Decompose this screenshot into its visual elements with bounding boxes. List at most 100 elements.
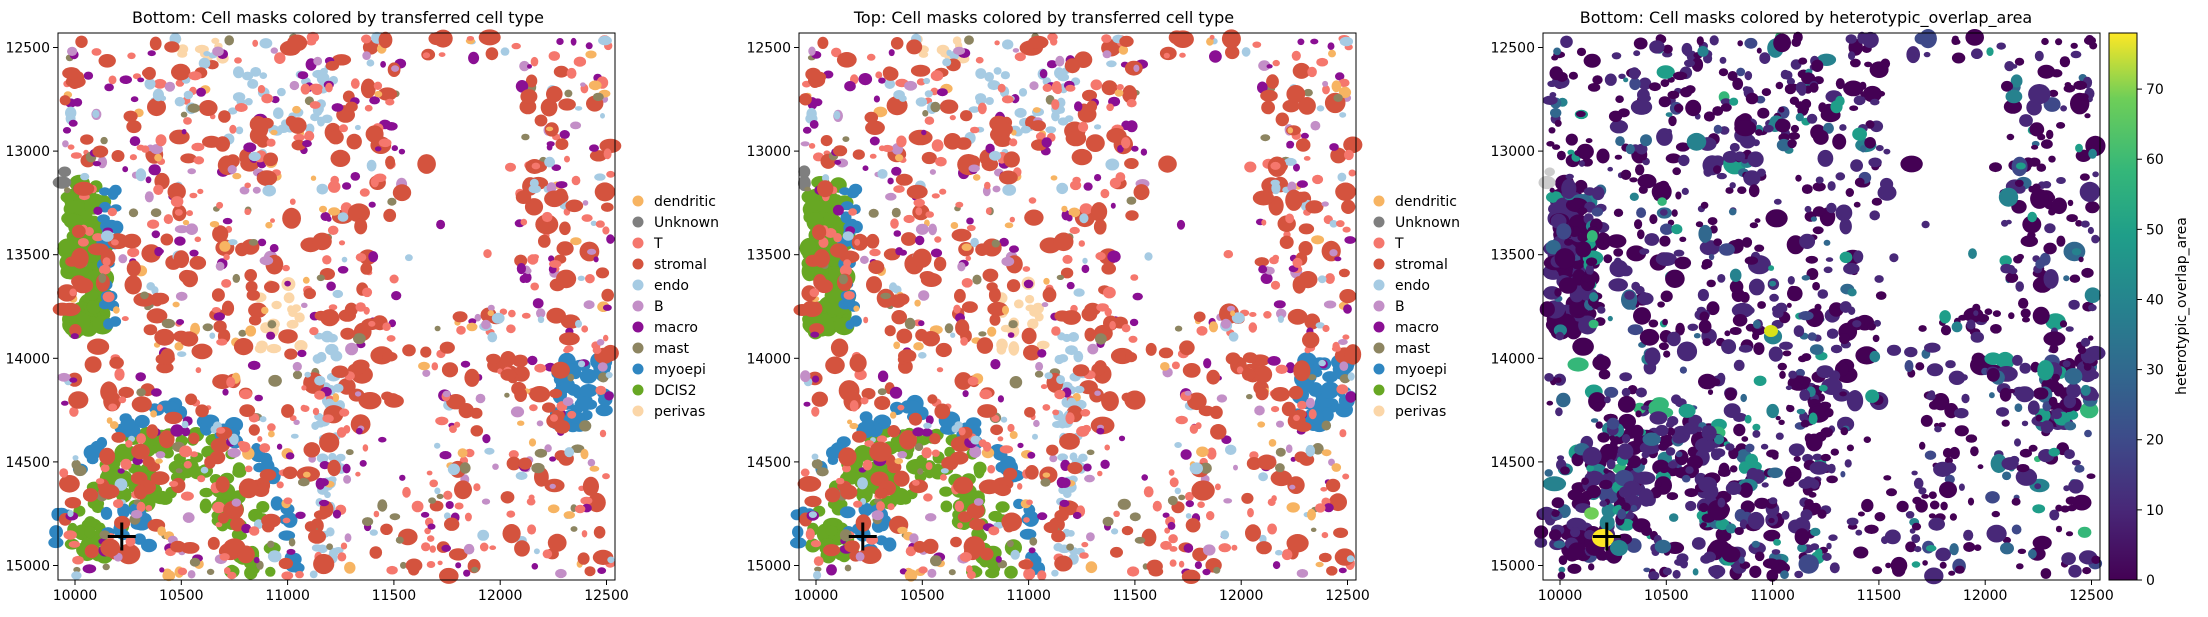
- cell-mask: [180, 491, 194, 501]
- cell-mask: [99, 447, 116, 465]
- cell-mask: [966, 217, 974, 225]
- cell-mask: [1768, 497, 1778, 505]
- cell-mask: [439, 451, 452, 460]
- cell-mask: [1623, 77, 1629, 83]
- cell-mask: [603, 148, 612, 160]
- cell-mask: [1846, 444, 1854, 452]
- cell-mask: [1771, 452, 1779, 460]
- cell-mask: [1589, 292, 1599, 302]
- cell-mask: [1725, 523, 1737, 534]
- cell-mask: [374, 146, 382, 152]
- cell-mask: [1003, 151, 1020, 168]
- cell-mask: [1084, 327, 1096, 342]
- cell-mask: [1681, 474, 1691, 483]
- cell-mask: [1635, 387, 1647, 398]
- cell-mask: [2091, 234, 2100, 244]
- cell-mask: [172, 301, 180, 308]
- y-tick-label: 15000: [5, 558, 50, 574]
- cell-mask: [1202, 544, 1216, 556]
- cell-mask: [339, 408, 350, 417]
- cell-mask: [571, 175, 581, 186]
- cell-mask: [2080, 402, 2099, 419]
- cell-mask: [131, 509, 143, 519]
- cell-mask: [1241, 492, 1254, 504]
- legend-swatch: [632, 321, 644, 333]
- cell-mask: [1798, 554, 1819, 574]
- cell-mask: [2065, 326, 2074, 332]
- legend-label: DCIS2: [1395, 383, 1437, 399]
- cell-mask: [1703, 111, 1715, 122]
- cell-mask: [1083, 182, 1093, 191]
- cell-mask: [1848, 51, 1856, 60]
- cell-mask: [1286, 534, 1309, 553]
- cell-mask: [1643, 567, 1651, 573]
- cell-mask: [378, 31, 393, 49]
- cell-mask: [2043, 97, 2061, 112]
- cell-mask: [249, 526, 260, 536]
- cell-mask: [1084, 474, 1095, 483]
- cell-mask: [1822, 552, 1832, 562]
- cell-mask: [337, 552, 347, 562]
- cell-mask: [1715, 518, 1730, 531]
- cell-mask: [2049, 509, 2060, 521]
- cell-mask: [144, 78, 156, 90]
- cell-mask: [1053, 86, 1062, 95]
- cell-mask: [1922, 560, 1928, 566]
- cell-mask: [99, 530, 110, 540]
- cell-mask: [1046, 444, 1059, 456]
- cell-mask: [1296, 180, 1308, 188]
- cell-mask: [913, 540, 927, 553]
- cell-mask: [2041, 139, 2053, 149]
- cell-mask: [479, 542, 489, 552]
- cell-mask: [1260, 273, 1273, 284]
- cell-mask: [1695, 437, 1716, 453]
- cell-mask: [145, 505, 153, 512]
- cell-mask: [804, 495, 822, 508]
- cell-mask: [1630, 99, 1653, 115]
- cell-mask: [1538, 175, 1556, 190]
- cell-mask: [1196, 446, 1209, 458]
- cell-mask: [1134, 536, 1146, 544]
- cell-mask: [1000, 416, 1008, 423]
- cell-mask: [1912, 496, 1922, 505]
- cell-mask: [2089, 370, 2099, 380]
- cell-mask: [1767, 467, 1783, 479]
- cell-mask: [114, 443, 133, 463]
- cell-mask: [2092, 171, 2099, 178]
- cell-mask: [1275, 463, 1285, 473]
- cell-mask: [1672, 433, 1686, 444]
- cell-mask: [1273, 300, 1286, 309]
- cell-mask: [441, 544, 452, 552]
- cell-mask: [506, 456, 521, 471]
- cell-mask: [1298, 223, 1315, 235]
- cell-mask: [904, 80, 918, 91]
- cell-mask: [1754, 244, 1765, 252]
- cell-mask: [1168, 469, 1175, 476]
- cell-mask: [895, 154, 904, 162]
- cell-mask: [190, 451, 199, 458]
- legend-swatch: [632, 405, 644, 417]
- cell-mask: [1347, 372, 1355, 381]
- cell-mask: [1949, 446, 1960, 460]
- cell-mask: [1132, 292, 1143, 301]
- cell-mask: [508, 309, 516, 318]
- cell-mask: [1017, 483, 1023, 490]
- panel-1: Bottom: Cell masks colored by transferre…: [5, 8, 719, 604]
- cell-mask: [70, 333, 79, 340]
- cell-mask: [1911, 561, 1921, 568]
- cell-mask: [1293, 360, 1311, 382]
- legend-label: Unknown: [654, 215, 719, 231]
- cell-mask: [382, 322, 391, 332]
- cell-mask: [1287, 476, 1305, 494]
- cell-mask: [1270, 387, 1290, 402]
- cell-mask: [1736, 67, 1746, 77]
- cell-mask: [1862, 31, 1879, 49]
- cell-mask: [1886, 488, 1897, 497]
- cell-mask: [987, 464, 996, 474]
- cell-mask: [2001, 457, 2019, 471]
- cell-mask: [890, 401, 904, 414]
- cell-mask: [1144, 252, 1153, 261]
- cell-mask: [1329, 249, 1338, 257]
- cell-mask: [589, 465, 600, 472]
- cell-mask: [1733, 423, 1746, 437]
